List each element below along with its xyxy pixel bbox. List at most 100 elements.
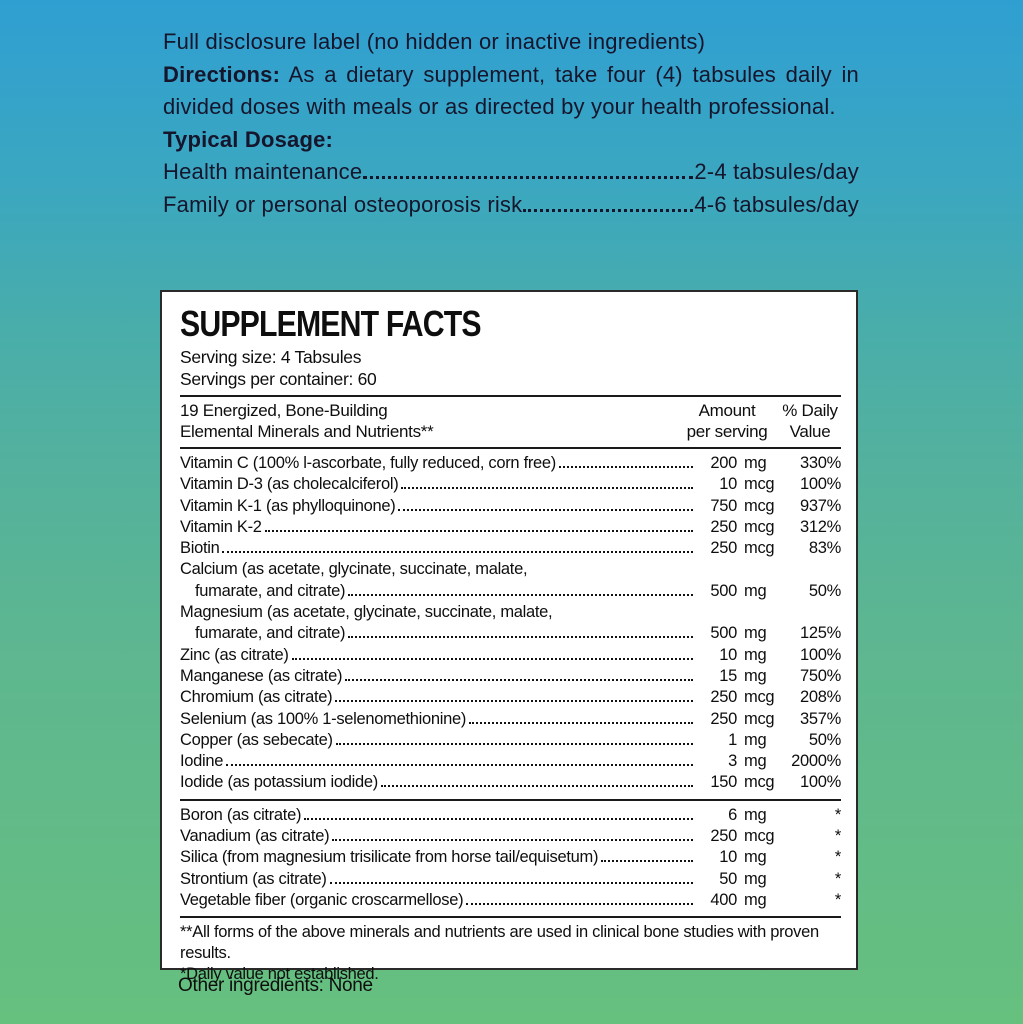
footnotes: **All forms of the above minerals and nu…	[180, 922, 841, 985]
typical-dosage-heading: Typical Dosage:	[163, 126, 334, 152]
nutrient-daily-value: 330%	[799, 454, 841, 472]
nutrient-row: Strontium (as citrate) 50 mg *	[180, 869, 841, 890]
nutrient-amount: 3	[728, 752, 737, 771]
nutrient-unit: mg	[744, 805, 767, 824]
nutrient-amount: 150	[710, 773, 737, 792]
nutrient-amount: 200	[710, 454, 737, 472]
column-header: 19 Energized, Bone-Building Elemental Mi…	[180, 401, 841, 442]
nutrient-daily-value: *	[834, 890, 841, 909]
section-divider	[180, 798, 841, 801]
nutrient-row: Vanadium (as citrate) 250 mcg *	[180, 826, 841, 847]
nutrient-amount: 15	[719, 666, 737, 685]
nutrient-row: Selenium (as 100% 1-selenomethionine) 25…	[180, 709, 841, 730]
dot-leader	[222, 551, 693, 554]
nutrient-row: Boron (as citrate) 6 mg *	[180, 805, 841, 826]
nutrient-row: Copper (as sebecate) 1 mg 50%	[180, 730, 841, 751]
nutrient-name: Biotin	[180, 539, 220, 558]
nutrient-daily-value: 750%	[799, 666, 841, 685]
other-ingredients: Other ingredients: None	[178, 975, 373, 996]
nutrient-row: Calcium (as acetate, glycinate, succinat…	[180, 559, 841, 580]
nutrient-name: fumarate, and citrate)	[195, 581, 346, 600]
nutrient-amount: 250	[710, 539, 737, 558]
nutrient-daily-value: 50%	[808, 581, 841, 600]
nutrient-amount: 250	[710, 827, 737, 846]
nutrient-unit: mcg	[744, 688, 775, 707]
nutrient-unit: mg	[744, 624, 767, 643]
nutrient-amount: 250	[710, 709, 737, 728]
nutrient-unit: mcg	[744, 496, 775, 515]
nutrient-rows-starred: Boron (as citrate) 6 mg * Vanadium (as c…	[180, 805, 841, 911]
dot-leader	[226, 764, 693, 767]
directions-label: Directions:	[163, 61, 281, 87]
dosage-name: Health maintenance	[163, 159, 363, 184]
dosage-name: Family or personal osteoporosis risk	[163, 191, 523, 217]
nutrient-row: Iodine 3 mg 2000%	[180, 751, 841, 772]
nutrient-daily-value: *	[834, 805, 841, 824]
servings-per-container: Servings per container: 60	[180, 369, 377, 389]
dot-leader	[304, 817, 693, 820]
nutrient-row: Chromium (as citrate) 250 mcg 208%	[180, 687, 841, 708]
nutrient-unit: mcg	[744, 517, 775, 536]
dosage-value: 2-4 tabsules/day	[694, 159, 859, 184]
nutrient-unit: mcg	[744, 475, 775, 494]
footnote-daily-value: *Daily value not established.	[180, 965, 379, 984]
amount-column-header: Amount per serving	[686, 401, 768, 441]
nutrient-row: Vegetable fiber (organic croscarmellose)…	[180, 890, 841, 911]
nutrient-daily-value: 125%	[799, 624, 841, 643]
nutrient-unit: mcg	[744, 539, 775, 558]
nutrient-name: Silica (from magnesium trisilicate from …	[180, 848, 599, 867]
nutrient-amount: 10	[719, 475, 737, 494]
section-divider	[180, 916, 841, 919]
dot-leader	[401, 487, 693, 490]
dot-leader	[332, 839, 693, 842]
nutrient-name: Vitamin D-3 (as cholecalciferol)	[180, 475, 399, 494]
nutrient-daily-value: 100%	[799, 645, 841, 664]
dot-leader	[601, 860, 693, 863]
nutrient-amount: 50	[719, 869, 737, 888]
nutrient-unit: mg	[744, 666, 767, 685]
nutrient-daily-value: 937%	[799, 496, 841, 515]
nutrient-unit: mg	[744, 581, 767, 600]
nutrient-name: Iodide (as potassium iodide)	[180, 773, 378, 792]
nutrient-row: Manganese (as citrate) 15 mg 750%	[180, 666, 841, 687]
nutrient-name: Vitamin C (100% l-ascorbate, fully reduc…	[180, 454, 557, 472]
nutrient-unit: mg	[744, 730, 767, 749]
nutrient-name: Chromium (as citrate)	[180, 688, 333, 707]
nutrient-amount: 500	[710, 581, 737, 600]
dot-leader	[345, 678, 693, 681]
nutrient-daily-value: 208%	[799, 688, 841, 707]
nutrient-daily-value: 50%	[808, 730, 841, 749]
top-instructions: Full disclosure label (no hidden or inac…	[163, 26, 859, 221]
nutrient-name: fumarate, and citrate)	[195, 624, 346, 643]
nutrient-row: Biotin 250 mcg 83%	[180, 538, 841, 559]
section-divider	[180, 395, 841, 397]
nutrient-unit: mg	[744, 848, 767, 867]
nutrient-amount: 10	[719, 645, 737, 664]
nutrient-amount: 500	[710, 624, 737, 643]
nutrient-row: fumarate, and citrate) 500 mg 50%	[180, 581, 841, 602]
nutrient-unit: mg	[744, 890, 767, 909]
nutrient-row: Zinc (as citrate) 10 mg 100%	[180, 645, 841, 666]
nutrient-name: Vanadium (as citrate)	[180, 827, 330, 846]
section-divider	[180, 447, 841, 449]
daily-value-column-header: % Daily Value	[782, 401, 838, 441]
nutrient-unit: mcg	[744, 827, 775, 846]
dot-leader	[329, 881, 693, 884]
dot-leader	[335, 742, 693, 745]
nutrient-daily-value: 100%	[799, 475, 841, 494]
nutrient-row: Magnesium (as acetate, glycinate, succin…	[180, 602, 841, 623]
nutrient-unit: mg	[744, 454, 767, 472]
nutrient-amount: 1	[728, 730, 737, 749]
dot-leader	[559, 466, 693, 468]
serving-size: Serving size: 4 Tabsules	[180, 347, 362, 367]
nutrient-daily-value: *	[834, 848, 841, 867]
dot-leader	[398, 508, 693, 511]
dot-leader	[264, 529, 693, 532]
nutrient-name: Strontium (as citrate)	[180, 869, 327, 888]
nutrient-row: Iodide (as potassium iodide) 150 mcg 100…	[180, 772, 841, 793]
dot-leader	[291, 657, 693, 660]
nutrient-amount: 6	[728, 805, 737, 824]
nutrient-name: Vitamin K-1 (as phylloquinone)	[180, 496, 396, 515]
nutrient-daily-value: 357%	[799, 709, 841, 728]
nutrient-unit: mg	[744, 645, 767, 664]
